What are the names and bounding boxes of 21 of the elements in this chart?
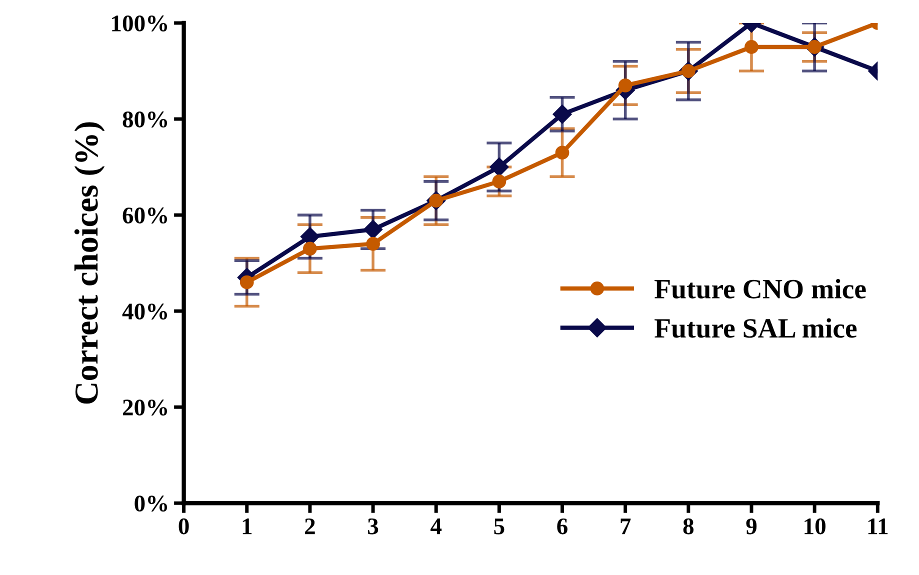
y-tick-label: 80% xyxy=(122,112,168,128)
x-tick-label: 8 xyxy=(683,518,694,534)
x-tick-label: 10 xyxy=(804,518,826,534)
x-tick-label: 9 xyxy=(746,518,757,534)
x-tick-label: 5 xyxy=(494,518,504,534)
x-tick-label: 6 xyxy=(557,518,568,534)
x-tick-label: 3 xyxy=(368,518,378,534)
x-tick-label: 2 xyxy=(305,518,315,534)
legend-label: Future CNO mice xyxy=(654,278,866,299)
x-tick-label: 7 xyxy=(620,518,631,534)
y-axis-title: Correct choices (%) xyxy=(74,122,105,404)
y-tick-label: 100% xyxy=(112,15,168,32)
x-tick-label: 1 xyxy=(242,518,252,534)
y-tick-label: 40% xyxy=(122,304,168,320)
x-tick-label: 4 xyxy=(430,518,442,534)
x-tick-label: 11 xyxy=(868,518,888,534)
x-tick-label: 0 xyxy=(178,518,189,534)
legend-label: Future SAL mice xyxy=(654,318,857,338)
y-tick-label: 20% xyxy=(122,400,168,416)
y-tick-label: 0% xyxy=(134,496,168,512)
y-tick-label: 60% xyxy=(122,208,168,224)
